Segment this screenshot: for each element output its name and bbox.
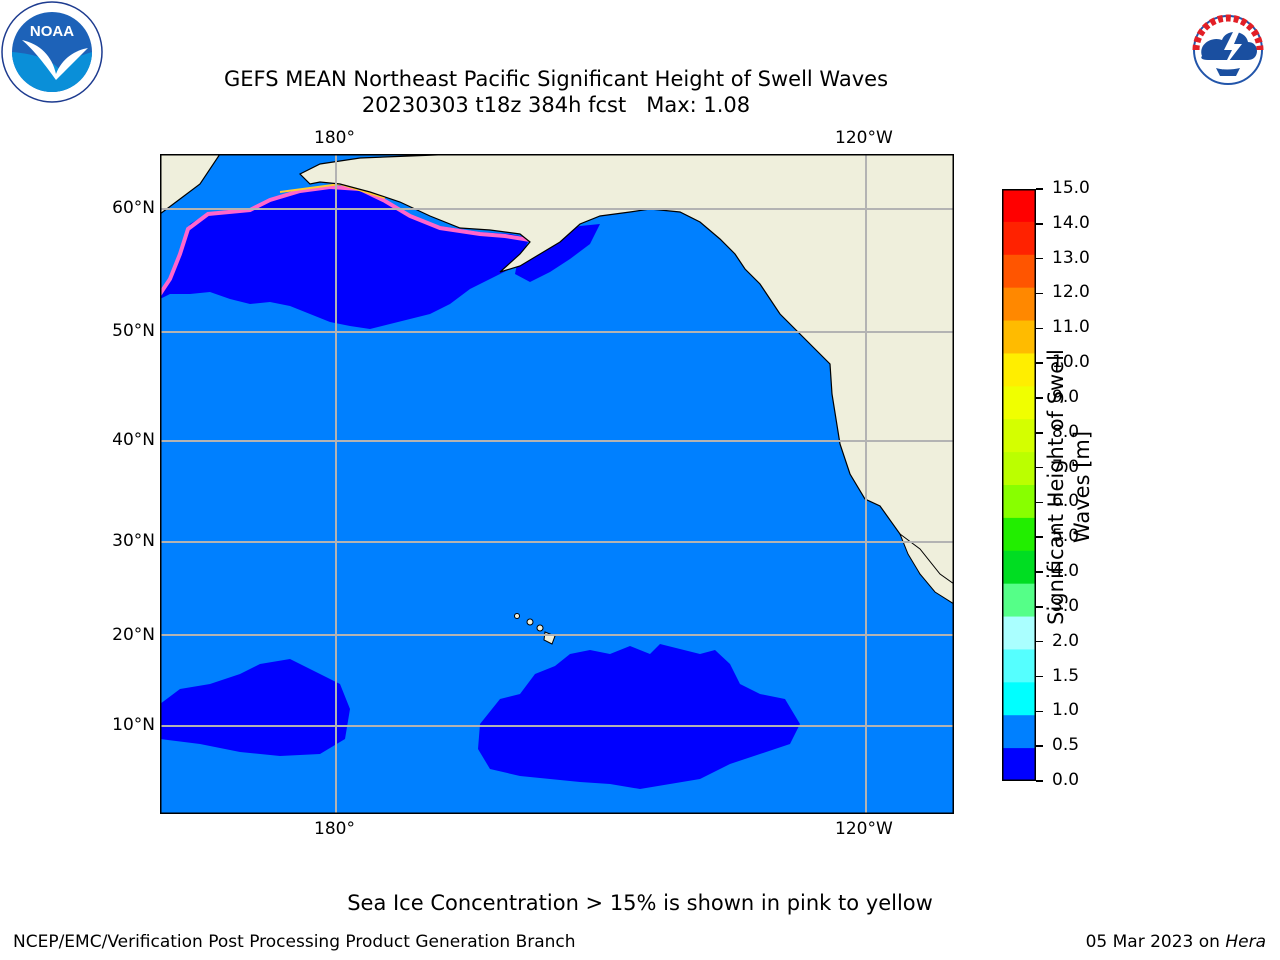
colorbar-tick-mark: [1036, 466, 1043, 469]
colorbar-tick-label: 13.0: [1052, 247, 1090, 268]
lon-label-top-180: 180°: [314, 128, 355, 148]
colorbar-tick-mark: [1036, 397, 1043, 399]
colorbar-tick-mark: [1036, 292, 1043, 295]
colorbar-tick-label: 15.0: [1052, 178, 1090, 198]
north-america-land: [298, 154, 954, 605]
colorbar-title: Significant Height of Swell Waves [m]: [1043, 347, 1097, 627]
lon-label-top-120w: 120°W: [835, 128, 893, 148]
nws-logo: [1180, 2, 1276, 98]
lat-label-20n: 20°N: [112, 625, 155, 645]
colorbar-tick-label: 6.0: [1052, 491, 1080, 512]
colorbar-segment: [1002, 682, 1036, 716]
colorbar-tick-label: 1.5: [1052, 665, 1080, 686]
footer-branch: NCEP/EMC/Verification Post Processing Pr…: [13, 932, 576, 952]
baja-california: [898, 532, 954, 605]
colorbar-segment: [1002, 320, 1036, 354]
colorbar-tick-mark: [1036, 257, 1043, 260]
colorbar-tick-label: 4.0: [1052, 561, 1080, 582]
colorbar-tick-mark: [1036, 188, 1043, 190]
colorbar-tick-mark: [1036, 640, 1043, 643]
colorbar-segment: [1002, 254, 1036, 289]
colorbar-segment: [1002, 485, 1036, 519]
noaa-logo-text: NOAA: [30, 23, 74, 40]
colorbar-segment: [1002, 419, 1036, 453]
colorbar-tick-mark: [1036, 745, 1043, 747]
colorbar-segment: [1002, 616, 1036, 650]
colorbar-tick-label: 10.0: [1052, 352, 1090, 373]
map-frame: [160, 154, 954, 814]
colorbar-tick-mark: [1036, 780, 1043, 782]
colorbar-segment: [1002, 517, 1036, 552]
central-pacific-low-swell: [478, 644, 800, 789]
siberia-land: [160, 154, 221, 215]
colorbar-tick-mark: [1036, 362, 1043, 364]
west-pacific-low-swell: [160, 659, 350, 756]
sea-ice-note: Sea Ice Concentration > 15% is shown in …: [347, 891, 933, 915]
colorbar-tick-label: 9.0: [1052, 386, 1080, 407]
colorbar-tick-label: 11.0: [1052, 317, 1090, 338]
colorbar-segment: [1002, 550, 1036, 585]
noaa-logo: NOAA: [1, 1, 103, 103]
colorbar-title-line2: Waves [m]: [1070, 430, 1094, 544]
footer-date-text: 05 Mar 2023 on: [1085, 932, 1220, 952]
footer-date: 05 Mar 2023 on Hera: [1086, 932, 1266, 952]
lat-label-40n: 40°N: [112, 430, 155, 450]
hawaii-island: [514, 613, 520, 619]
colorbar-segment: [1002, 287, 1036, 322]
colorbar-tick-label: 14.0: [1052, 212, 1090, 233]
colorbar-tick-label: 2.0: [1052, 630, 1080, 651]
footer-host: Hera: [1225, 932, 1266, 952]
colorbar-frame: [1002, 189, 1036, 781]
colorbar-tick-label: 1.0: [1052, 700, 1080, 721]
colorbar-tick-mark: [1036, 223, 1043, 225]
map-gridlines: [160, 154, 954, 814]
map-panel: [160, 154, 954, 814]
colorbar-segment: [1002, 583, 1036, 618]
colorbar-segment: [1002, 748, 1036, 781]
lon-label-bottom-120w: 120°W: [835, 819, 893, 839]
colorbar-tick-label: 12.0: [1052, 282, 1090, 303]
hawaii-island: [536, 624, 544, 632]
hawaii-island: [526, 618, 534, 626]
lat-label-50n: 50°N: [112, 321, 155, 341]
colorbar-segment: [1002, 221, 1036, 256]
lat-label-10n: 10°N: [112, 715, 155, 735]
colorbar-tick-mark: [1036, 571, 1043, 573]
colorbar-segment: [1002, 189, 1036, 223]
colorbar-tick-label: 0.5: [1052, 735, 1080, 756]
sea-ice-edge: [160, 184, 531, 296]
colorbar-title-line1: Significant Height of Swell: [1044, 349, 1068, 625]
colorbar-tick-label: 7.0: [1052, 456, 1080, 477]
colorbar-tick-mark: [1036, 710, 1043, 713]
colorbar-tick-label: 3.0: [1052, 595, 1080, 616]
colorbar-tick-label: 8.0: [1052, 421, 1080, 442]
colorbar-tick-mark: [1036, 432, 1043, 434]
colorbar-tick-mark: [1036, 327, 1043, 330]
lat-label-60n: 60°N: [112, 198, 155, 218]
colorbar-tick-label: 5.0: [1052, 526, 1080, 547]
colorbar-tick-label: 0.0: [1052, 770, 1080, 790]
colorbar-tick-mark: [1036, 501, 1043, 504]
colorbar-segment: [1002, 452, 1036, 486]
lon-label-bottom-180: 180°: [314, 819, 355, 839]
gulf-alaska-low-swell: [515, 224, 600, 282]
colorbar: [1002, 189, 1036, 781]
bering-low-swell: [160, 186, 530, 329]
colorbar-segment: [1002, 353, 1036, 387]
colorbar-segment: [1002, 649, 1036, 683]
colorbar-segment: [1002, 715, 1036, 749]
colorbar-tick-mark: [1036, 536, 1043, 538]
lat-label-30n: 30°N: [112, 531, 155, 551]
colorbar-segment: [1002, 386, 1036, 420]
chart-title: GEFS MEAN Northeast Pacific Significant …: [223, 67, 889, 91]
colorbar-tick-mark: [1036, 606, 1043, 608]
chart-subtitle: 20230303 t18z 384h fcst Max: 1.08: [361, 93, 751, 117]
colorbar-tick-mark: [1036, 675, 1043, 678]
